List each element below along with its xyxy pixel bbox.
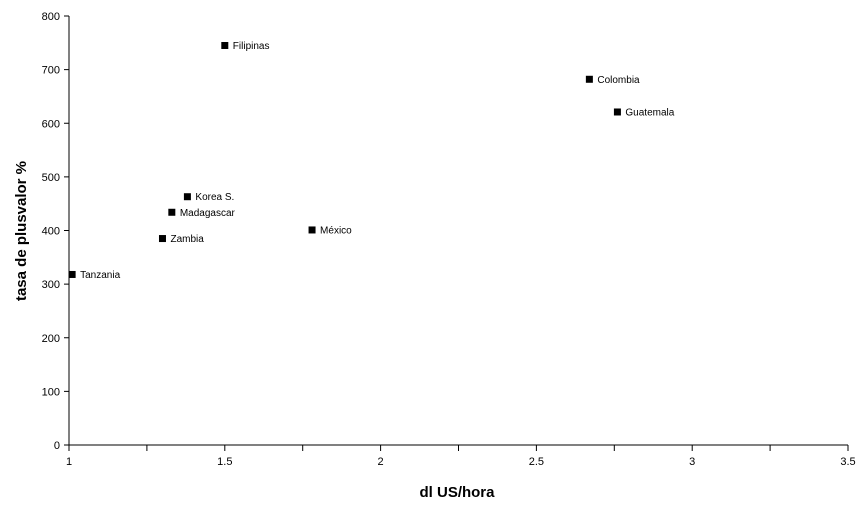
data-point-marker — [585, 75, 593, 83]
x-tick-label: 3 — [689, 456, 695, 468]
axes — [68, 16, 848, 446]
data-point-marker — [158, 235, 166, 243]
data-point-label: Guatemala — [625, 107, 674, 118]
y-tick-label: 400 — [42, 226, 60, 238]
data-point-label: Colombia — [597, 75, 640, 86]
ticks: 0 100 200 300 400 500 600 700 800 1 1.5 2 2.5 3 3.5 — [42, 11, 856, 468]
data-point-marker — [168, 208, 176, 216]
data-point-label: México — [320, 225, 352, 236]
data-points: Filipinas Colombia Guatemala Korea S. Madaga… — [68, 41, 675, 281]
y-tick-label: 100 — [42, 386, 60, 398]
data-point-marker — [308, 226, 316, 234]
y-tick-label: 500 — [42, 172, 60, 184]
y-tick-label: 200 — [42, 333, 60, 345]
x-axis-label: dl US/hora — [419, 484, 495, 501]
data-point-marker — [68, 270, 76, 278]
data-point-marker — [221, 41, 229, 49]
y-axis-label: tasa de plusvalor % — [13, 161, 30, 301]
y-tick-label: 800 — [42, 11, 60, 23]
data-point-marker — [613, 108, 621, 116]
x-tick-label: 2 — [378, 456, 384, 468]
x-tick-label: 2.5 — [529, 456, 544, 468]
data-point-marker — [183, 193, 191, 201]
y-tick-label: 600 — [42, 118, 60, 130]
data-point-label: Zambia — [170, 234, 204, 245]
y-tick-label: 0 — [54, 440, 60, 452]
x-tick-label: 1 — [66, 456, 72, 468]
data-point-label: Madagascar — [180, 208, 236, 219]
y-tick-label: 300 — [42, 279, 60, 291]
data-point-label: Filipinas — [233, 41, 270, 52]
x-tick-label: 1.5 — [217, 456, 232, 468]
data-point-label: Korea S. — [195, 192, 234, 203]
data-point-label: Tanzania — [80, 270, 120, 281]
x-tick-label: 3.5 — [840, 456, 855, 468]
y-tick-label: 700 — [42, 65, 60, 77]
